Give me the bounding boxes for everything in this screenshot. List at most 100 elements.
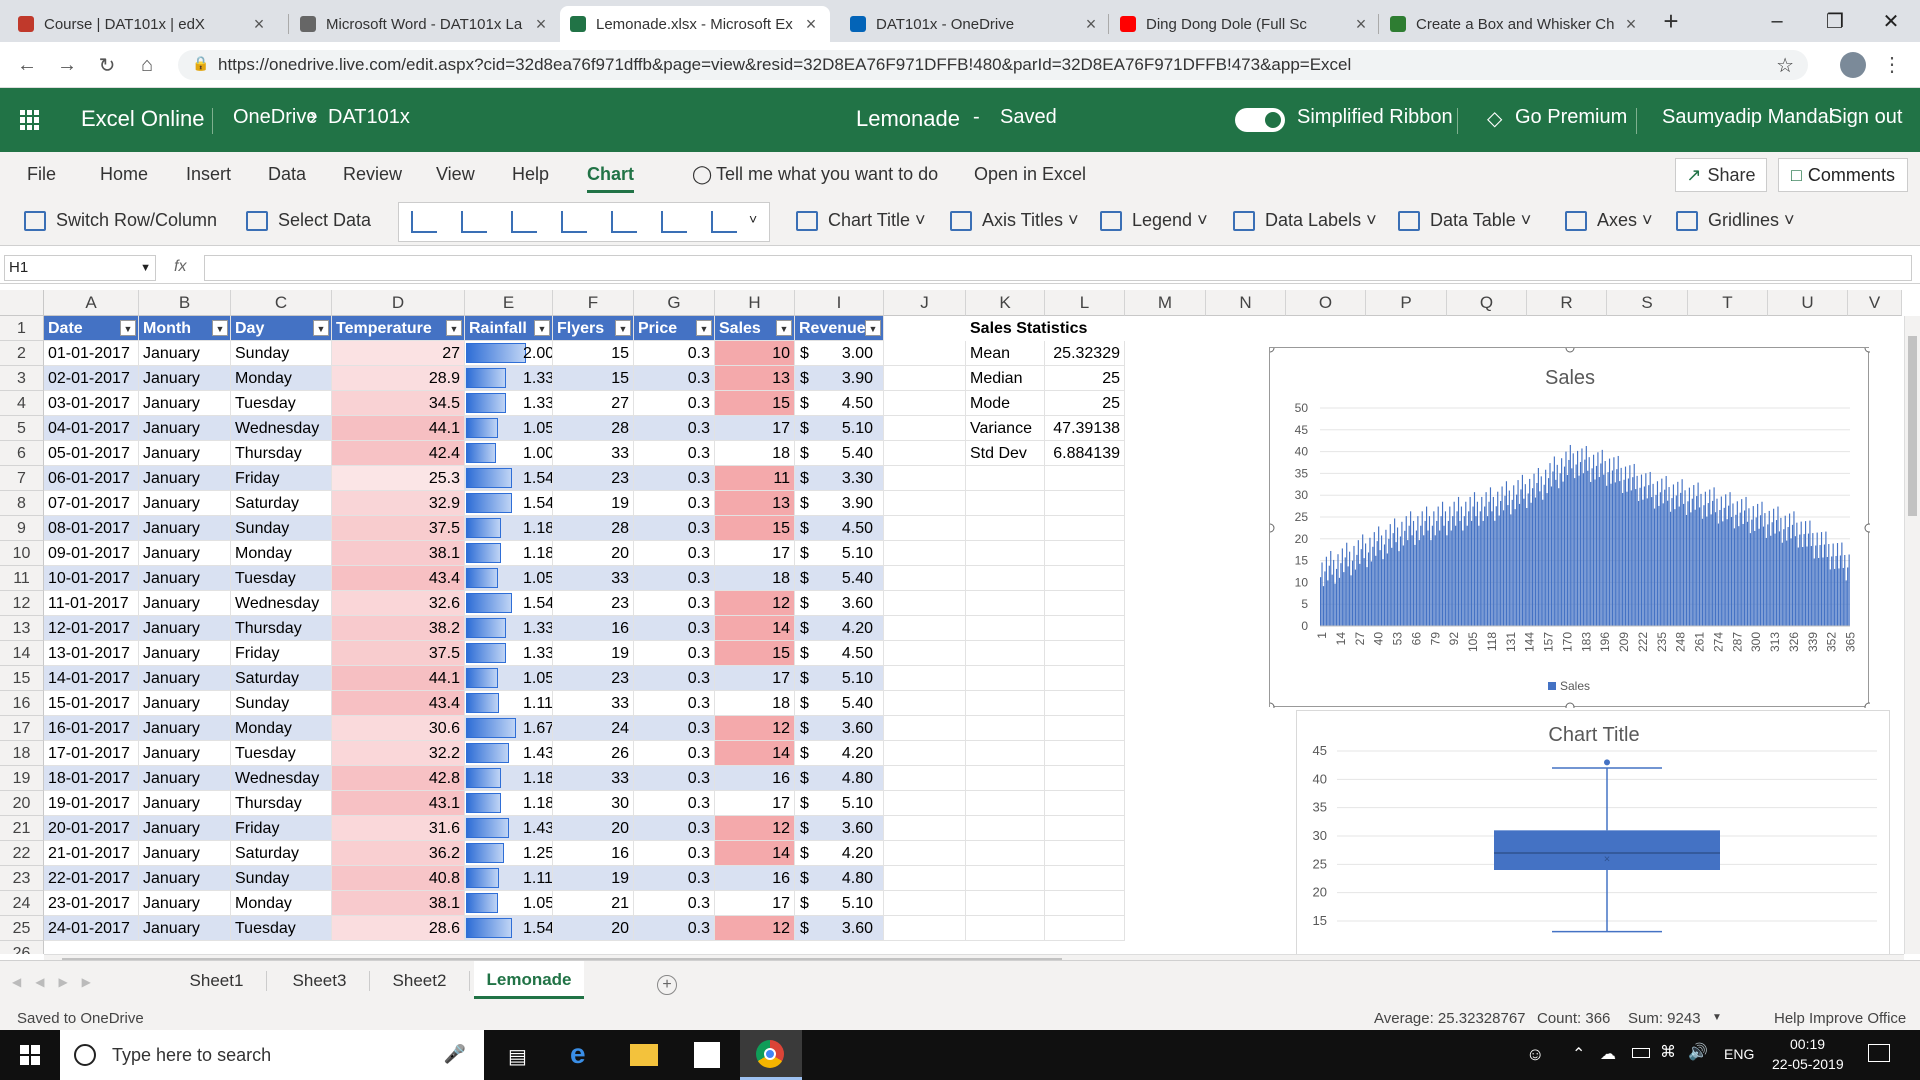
row-header[interactable]: 4: [0, 391, 44, 416]
table-cell[interactable]: 20: [553, 916, 634, 941]
table-cell[interactable]: 38.2: [332, 616, 465, 641]
table-cell[interactable]: $5.10: [795, 541, 884, 566]
table-cell[interactable]: 0.3: [634, 416, 715, 441]
table-cell[interactable]: $4.80: [795, 866, 884, 891]
sales-bar[interactable]: [1836, 543, 1839, 626]
table-cell[interactable]: January: [139, 766, 231, 791]
sales-bar[interactable]: [1424, 520, 1426, 626]
sales-bar[interactable]: [1481, 496, 1483, 626]
sales-bar[interactable]: [1404, 530, 1406, 626]
sales-bar[interactable]: [1545, 469, 1547, 626]
sales-bar[interactable]: [1417, 516, 1419, 626]
table-cell[interactable]: 26: [553, 741, 634, 766]
sales-bar[interactable]: [1334, 583, 1336, 626]
sales-bar[interactable]: [1563, 466, 1566, 626]
battery-icon[interactable]: [1632, 1048, 1650, 1058]
table-cell[interactable]: $5.10: [795, 891, 884, 916]
sales-bar[interactable]: [1804, 521, 1807, 626]
table-cell[interactable]: 1.05: [465, 416, 553, 441]
legend-label[interactable]: Sales: [1560, 679, 1590, 693]
sales-bar[interactable]: [1611, 470, 1614, 626]
sales-bar[interactable]: [1709, 489, 1711, 626]
table-cell[interactable]: Tuesday: [231, 391, 332, 416]
table-cell[interactable]: 0.3: [634, 816, 715, 841]
sales-bar[interactable]: [1562, 481, 1564, 626]
sales-bar[interactable]: [1389, 524, 1391, 626]
sales-bar[interactable]: [1842, 567, 1844, 626]
table-cell[interactable]: 03-01-2017: [44, 391, 139, 416]
sales-bar[interactable]: [1669, 511, 1672, 626]
empty-cell[interactable]: [884, 816, 966, 841]
table-cell[interactable]: Thursday: [231, 791, 332, 816]
sales-bar[interactable]: [1832, 543, 1834, 626]
empty-cell[interactable]: [1045, 791, 1125, 816]
sales-bar[interactable]: [1825, 531, 1827, 626]
browser-tab[interactable]: DAT101x - OneDrive ×: [840, 6, 1110, 42]
table-cell[interactable]: $5.40: [795, 566, 884, 591]
sales-bar[interactable]: [1603, 474, 1605, 626]
menu-tab-view[interactable]: View: [436, 164, 475, 184]
browser-tab[interactable]: Course | DAT101x | edX ×: [8, 6, 278, 42]
table-cell[interactable]: 23: [553, 591, 634, 616]
sheet-tab-sheet1[interactable]: Sheet1: [167, 971, 267, 991]
sales-bar[interactable]: [1415, 530, 1417, 626]
sales-bar[interactable]: [1360, 549, 1362, 626]
table-cell[interactable]: 1.54: [465, 491, 553, 516]
empty-cell[interactable]: [1045, 516, 1125, 541]
table-cell[interactable]: 16-01-2017: [44, 716, 139, 741]
sales-bar[interactable]: [1452, 516, 1454, 626]
sales-bar[interactable]: [1765, 537, 1767, 626]
sales-bar[interactable]: [1674, 509, 1676, 626]
sales-bar[interactable]: [1741, 499, 1743, 626]
sales-bar[interactable]: [1488, 501, 1490, 626]
table-cell[interactable]: 15-01-2017: [44, 691, 139, 716]
sales-bar[interactable]: [1399, 536, 1402, 626]
sales-bar[interactable]: [1486, 516, 1489, 626]
sales-bar[interactable]: [1405, 516, 1407, 626]
sales-bar[interactable]: [1566, 474, 1569, 626]
task-view-icon[interactable]: ▤: [508, 1046, 527, 1068]
sales-bar[interactable]: [1818, 557, 1820, 626]
column-header[interactable]: K: [966, 290, 1045, 316]
sales-bar[interactable]: [1498, 515, 1500, 626]
sales-bar[interactable]: [1701, 518, 1704, 626]
simplified-ribbon-toggle[interactable]: [1235, 108, 1285, 132]
sales-bar[interactable]: [1540, 476, 1542, 626]
sales-bar[interactable]: [1704, 491, 1706, 626]
sales-bar[interactable]: [1532, 488, 1534, 626]
sales-bar[interactable]: [1725, 494, 1727, 626]
table-header-cell[interactable]: Rainfall ▼: [465, 316, 553, 341]
table-cell[interactable]: Friday: [231, 466, 332, 491]
sales-bar[interactable]: [1809, 520, 1811, 626]
sales-bar[interactable]: [1543, 484, 1545, 626]
column-header[interactable]: S: [1607, 290, 1688, 316]
row-header[interactable]: 16: [0, 691, 44, 716]
sales-bar[interactable]: [1585, 446, 1587, 626]
sales-bar[interactable]: [1736, 501, 1738, 626]
row-header[interactable]: 25: [0, 916, 44, 941]
table-cell[interactable]: January: [139, 366, 231, 391]
table-cell[interactable]: January: [139, 716, 231, 741]
tray-chevron-icon[interactable]: ⌃: [1572, 1046, 1586, 1063]
table-cell[interactable]: 28.9: [332, 366, 465, 391]
sales-bar[interactable]: [1582, 473, 1584, 626]
clock-date[interactable]: 22-05-2019: [1772, 1056, 1844, 1072]
table-cell[interactable]: 16: [553, 841, 634, 866]
sales-bar[interactable]: [1369, 537, 1371, 626]
table-cell[interactable]: 13-01-2017: [44, 641, 139, 666]
sales-bar[interactable]: [1646, 498, 1648, 626]
legend-dropdown[interactable]: Legend ˅: [1100, 210, 1208, 231]
sales-bar[interactable]: [1624, 466, 1627, 626]
sales-bar[interactable]: [1630, 490, 1632, 626]
column-header[interactable]: A: [44, 290, 139, 316]
sales-bar[interactable]: [1514, 509, 1516, 626]
sales-bar[interactable]: [1534, 497, 1537, 626]
sales-bar[interactable]: [1335, 568, 1338, 626]
sales-bar[interactable]: [1579, 462, 1582, 626]
sales-bar[interactable]: [1786, 540, 1788, 626]
resize-handle[interactable]: [1265, 702, 1275, 712]
sales-bar[interactable]: [1717, 523, 1720, 626]
empty-cell[interactable]: [966, 641, 1045, 666]
table-cell[interactable]: Monday: [231, 541, 332, 566]
sales-bar[interactable]: [1378, 526, 1380, 626]
